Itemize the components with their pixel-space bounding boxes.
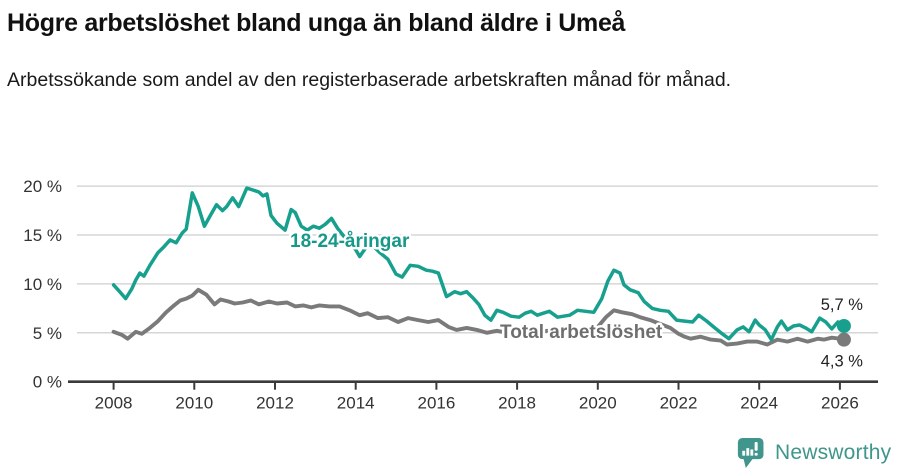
newsworthy-attribution[interactable]: Newsworthy xyxy=(737,435,891,471)
x-tick-label: 2008 xyxy=(95,394,133,413)
series-line-young xyxy=(111,186,846,342)
x-tick-label: 2022 xyxy=(660,394,698,413)
x-tick-label: 2012 xyxy=(256,394,294,413)
chart-header: Högre arbetslöshet bland unga än bland ä… xyxy=(7,8,731,95)
series-label-young: 18-24-åringar xyxy=(290,231,410,252)
x-tick-label: 2010 xyxy=(175,394,213,413)
newsworthy-logo-icon xyxy=(737,438,764,468)
y-tick-label: 10 % xyxy=(23,275,62,294)
x-tick-label: 2020 xyxy=(579,394,617,413)
x-tick-label: 2026 xyxy=(821,394,859,413)
x-tick-label: 2014 xyxy=(337,394,375,413)
series-line-total xyxy=(111,287,846,347)
end-value-label-total: 4,3 % xyxy=(821,353,864,371)
x-tick-label: 2018 xyxy=(498,394,536,413)
x-tick-label: 2024 xyxy=(740,394,778,413)
end-dot-total xyxy=(836,332,851,347)
page-title: Högre arbetslöshet bland unga än bland ä… xyxy=(7,9,626,37)
chart-subtitle: Arbetssökande som andel av den registerb… xyxy=(7,69,732,91)
y-tick-label: 20 % xyxy=(23,177,62,196)
y-tick-label: 0 % xyxy=(33,373,62,392)
y-tick-label: 5 % xyxy=(33,324,62,343)
y-tick-label: 15 % xyxy=(23,226,62,245)
x-tick-label: 2016 xyxy=(417,394,455,413)
end-dot-young xyxy=(836,318,851,333)
end-value-label-young: 5,7 % xyxy=(821,296,864,314)
series-label-total: Total arbetslöshet xyxy=(500,322,663,343)
brand-name: Newsworthy xyxy=(775,441,892,464)
